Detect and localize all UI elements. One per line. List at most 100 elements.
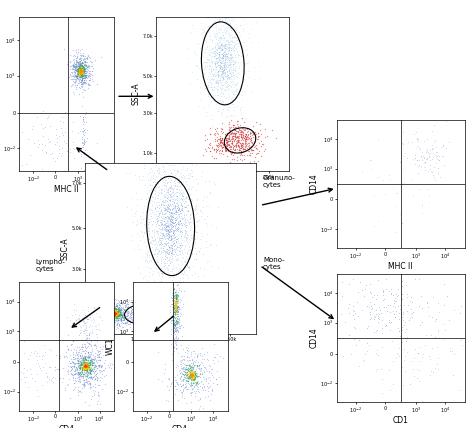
Point xyxy=(78,67,85,74)
Point xyxy=(115,305,122,312)
Point xyxy=(46,363,54,370)
Point xyxy=(158,233,166,240)
Point xyxy=(247,145,255,152)
Point xyxy=(196,97,204,104)
Point xyxy=(214,134,221,141)
Point xyxy=(126,312,134,319)
Point xyxy=(236,52,243,59)
Point xyxy=(215,55,222,62)
Point xyxy=(192,380,200,387)
Point xyxy=(132,190,140,196)
Point xyxy=(87,366,95,373)
Point xyxy=(219,51,227,58)
Point xyxy=(159,169,167,175)
Point xyxy=(173,318,181,325)
Point xyxy=(79,80,86,87)
Point xyxy=(169,193,176,200)
Point xyxy=(72,68,79,75)
Point xyxy=(79,74,87,81)
Point xyxy=(207,82,215,89)
Point xyxy=(205,357,212,364)
Point xyxy=(120,312,128,318)
Point xyxy=(37,120,45,127)
Point xyxy=(69,360,77,366)
Point xyxy=(153,227,160,234)
Point xyxy=(173,244,181,251)
Point xyxy=(81,355,88,362)
Point xyxy=(230,166,237,173)
Point xyxy=(76,112,84,119)
Point xyxy=(91,57,99,64)
Point xyxy=(220,35,228,42)
Point xyxy=(158,235,165,241)
Point xyxy=(151,181,159,187)
Point xyxy=(172,210,180,217)
Point xyxy=(158,224,166,231)
Point xyxy=(212,59,219,66)
Point xyxy=(191,354,198,360)
Point xyxy=(207,390,214,397)
Point xyxy=(66,362,74,369)
Point xyxy=(223,137,231,143)
Point xyxy=(150,278,157,285)
Point xyxy=(142,312,149,318)
Point xyxy=(102,309,110,316)
Point xyxy=(73,68,81,74)
Point xyxy=(78,367,86,374)
X-axis label: CD4: CD4 xyxy=(58,425,74,428)
Point xyxy=(82,366,90,373)
Point xyxy=(116,309,124,316)
Point xyxy=(164,186,172,193)
Point xyxy=(222,53,230,60)
Point xyxy=(80,366,88,373)
Point xyxy=(95,310,103,317)
Point xyxy=(226,58,233,65)
Point xyxy=(112,305,120,312)
Point xyxy=(155,205,163,212)
Point xyxy=(74,71,82,77)
Point xyxy=(115,306,122,313)
Point xyxy=(191,204,199,211)
Point xyxy=(219,137,226,143)
Point xyxy=(111,312,119,319)
Point xyxy=(83,377,91,384)
Point xyxy=(219,141,227,148)
Point xyxy=(169,245,176,252)
Point xyxy=(201,85,209,92)
Point xyxy=(163,240,171,247)
Point xyxy=(172,314,180,321)
Point xyxy=(224,71,231,78)
Point xyxy=(76,57,84,64)
Point xyxy=(174,218,182,225)
Point xyxy=(176,159,184,166)
Point xyxy=(374,217,382,224)
Point xyxy=(164,216,172,223)
Point xyxy=(108,309,116,315)
Point xyxy=(115,312,122,318)
Point xyxy=(166,222,173,229)
Point xyxy=(161,207,169,214)
Point xyxy=(82,363,90,370)
Point xyxy=(150,198,158,205)
Point xyxy=(243,51,250,58)
Point xyxy=(227,73,235,80)
Point xyxy=(78,140,86,146)
Point xyxy=(107,306,115,313)
Point xyxy=(155,234,163,241)
Point xyxy=(86,352,93,359)
Point xyxy=(120,311,128,318)
Point xyxy=(231,66,239,73)
Point xyxy=(81,361,88,368)
Point xyxy=(168,292,176,299)
Point xyxy=(177,194,185,201)
Point xyxy=(250,130,258,137)
Point xyxy=(146,308,154,315)
Point xyxy=(173,185,181,192)
Point xyxy=(158,248,166,255)
Point xyxy=(80,149,87,155)
Point xyxy=(410,156,417,163)
Point xyxy=(235,126,243,133)
Point xyxy=(201,85,209,92)
Point xyxy=(81,110,89,117)
Point xyxy=(257,153,264,160)
